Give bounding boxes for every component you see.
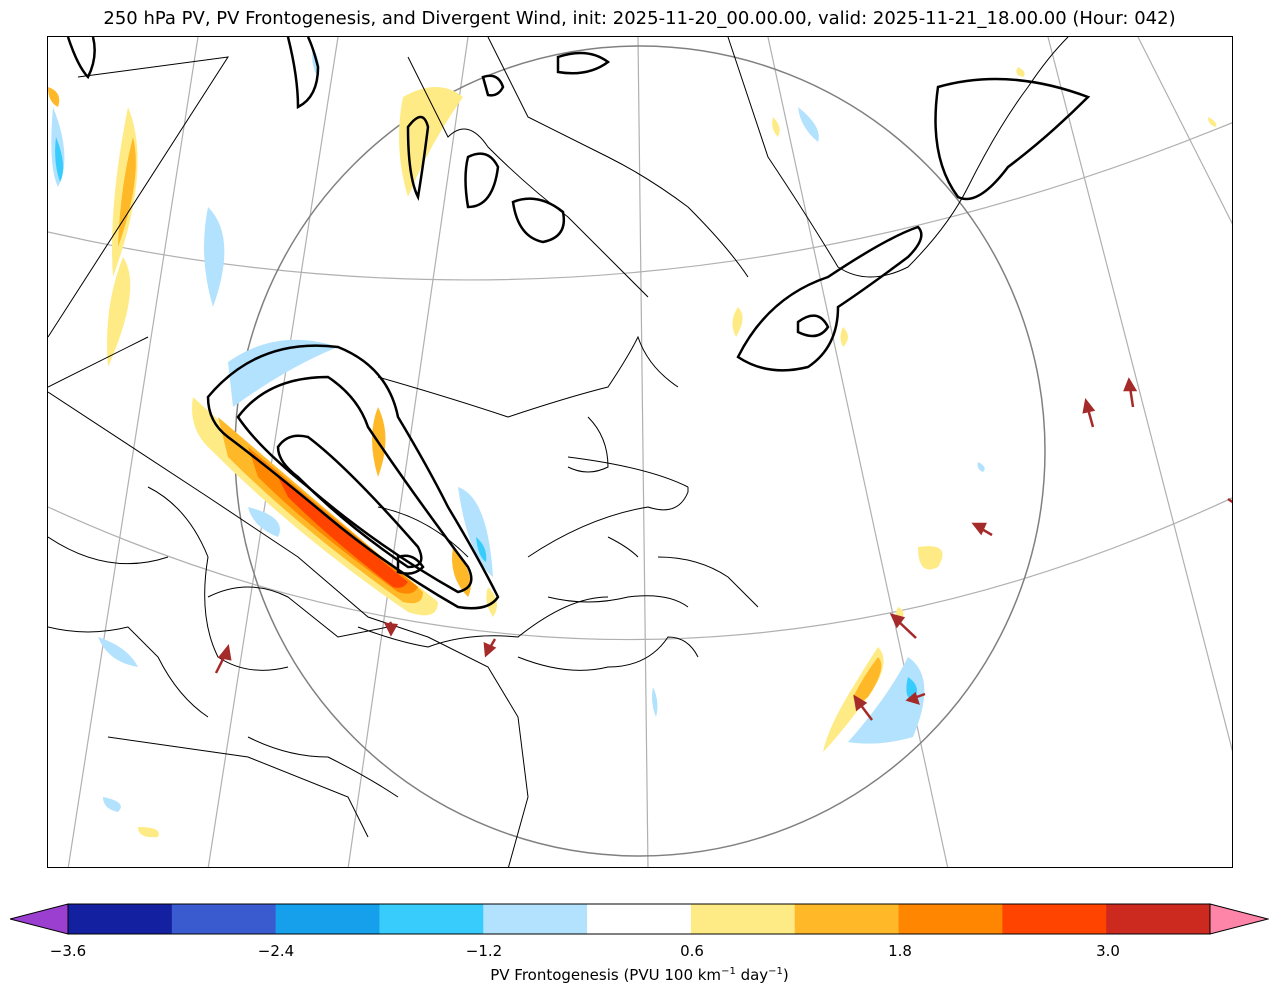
- colorbar-tick-label: −1.2: [465, 942, 503, 960]
- map-canvas: [48, 37, 1232, 867]
- divergent-wind-arrows: [214, 377, 1232, 721]
- colorbar-segment: [898, 904, 1003, 934]
- wind-arrow: [214, 644, 232, 674]
- map-title: 250 hPa PV, PV Frontogenesis, and Diverg…: [103, 8, 1176, 29]
- colorbar-segment: [794, 904, 900, 934]
- frontogenesis-positive: [48, 67, 1217, 838]
- colorbar-segments: [68, 904, 1211, 934]
- colorbar-tick-label: −3.6: [49, 942, 87, 960]
- colorbar-tick-label: 1.8: [888, 942, 912, 960]
- colorbar-segment: [1106, 904, 1211, 934]
- wind-arrow: [1082, 398, 1096, 428]
- wind-arrow: [1227, 497, 1232, 504]
- colorbar-extend-low: [10, 903, 69, 935]
- wind-arrow: [383, 621, 399, 637]
- colorbar-label: PV Frontogenesis (PVU 100 km−1 day−1): [490, 966, 789, 984]
- colorbar-segment: [587, 904, 692, 934]
- wind-arrow: [853, 694, 873, 721]
- colorbar-tick-label: 0.6: [680, 942, 704, 960]
- wind-arrow: [1123, 377, 1138, 408]
- graticule: [48, 37, 1232, 867]
- colorbar-tick-label: 3.0: [1096, 942, 1120, 960]
- map-panel: [47, 36, 1233, 868]
- frontogenesis-negative: [51, 47, 985, 812]
- colorbar-segment: [1002, 904, 1107, 934]
- colorbar-segment: [379, 904, 484, 934]
- colorbar-segment: [171, 904, 277, 934]
- colorbar-tick-label: −2.4: [257, 942, 295, 960]
- wind-arrow: [905, 691, 926, 705]
- colorbar-segment: [68, 904, 173, 934]
- wind-arrow: [483, 638, 497, 658]
- wind-arrow: [889, 613, 917, 639]
- colorbar: [10, 903, 1269, 935]
- wind-arrow: [971, 522, 993, 537]
- pv-contours: [66, 37, 1091, 610]
- colorbar-extend-high: [1209, 903, 1269, 935]
- colorbar-segment: [690, 904, 796, 934]
- coastlines: [48, 37, 1069, 867]
- colorbar-segment: [483, 904, 588, 934]
- colorbar-segment: [275, 904, 380, 934]
